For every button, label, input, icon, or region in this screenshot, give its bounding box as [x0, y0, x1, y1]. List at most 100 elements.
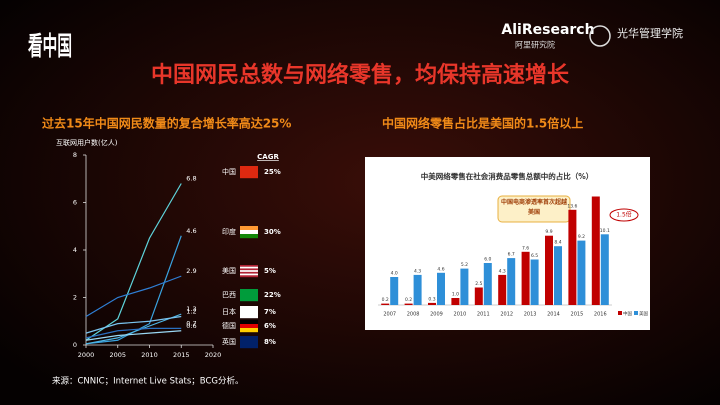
y-axis-label: 互联网用户数(亿人) [56, 138, 118, 147]
x-tick-label: 2005 [109, 351, 126, 359]
bar [404, 303, 413, 305]
x-tick-label: 2015 [173, 351, 190, 359]
value-label: 8.4 [554, 240, 561, 246]
cagr-value: 8% [264, 338, 276, 346]
country-name: 日本 [222, 307, 236, 316]
flag [240, 275, 258, 278]
flag [240, 324, 258, 329]
right-heading: 中国网络零售占比是美国的1.5倍以上 [382, 116, 583, 131]
flag [240, 306, 258, 319]
end-label: 0.7 [186, 319, 196, 327]
bar [600, 234, 609, 305]
series-line [85, 315, 182, 334]
legend-label: 美国 [639, 310, 648, 317]
bar [437, 272, 445, 305]
flag [240, 226, 258, 231]
legend-swatch [634, 311, 638, 315]
flag [240, 270, 258, 273]
flag [240, 234, 258, 239]
bar [577, 240, 586, 305]
x-tick-label: 2000 [78, 351, 95, 359]
callout: 1.5倍 [616, 211, 632, 219]
end-label: 2.9 [186, 267, 196, 275]
y-tick-label: 4 [73, 246, 77, 254]
bar [591, 196, 600, 305]
bar [428, 302, 436, 305]
country-name: 英国 [222, 337, 236, 346]
end-label: 0.6 [186, 322, 196, 330]
annotation-box [497, 195, 571, 223]
country-name: 美国 [222, 266, 236, 275]
value-label: 0.2 [405, 297, 412, 303]
partner-logo: AliResearch [501, 22, 594, 38]
x-tick-label: 2009 [430, 312, 443, 318]
cagr-value: 25% [264, 168, 281, 176]
flag [240, 273, 258, 276]
x-tick-label: 2011 [477, 312, 490, 318]
value-label: 6.0 [484, 257, 491, 263]
value-label: 6.7 [508, 252, 515, 258]
flag [240, 328, 258, 333]
flag [240, 320, 258, 325]
cagr-value: 7% [264, 308, 276, 316]
series-line [85, 183, 182, 341]
bar [498, 274, 507, 305]
value-label: 2.5 [475, 281, 482, 287]
value-label: 0.3 [428, 296, 435, 302]
bar [381, 303, 390, 305]
y-tick-label: 8 [73, 151, 77, 159]
x-tick-label: 2010 [141, 351, 158, 359]
cagr-value: 5% [264, 267, 276, 275]
x-tick-label: 2014 [547, 312, 560, 318]
flag [240, 230, 258, 235]
value-label: 4.0 [391, 271, 398, 277]
x-tick-label: 2008 [407, 312, 420, 318]
school-logo: 光华管理学院 [617, 26, 683, 40]
bar [390, 277, 399, 305]
value-label: 1.0 [452, 292, 459, 298]
cagr-value: 6% [264, 322, 276, 330]
value-label: 9.9 [545, 229, 552, 235]
bar [413, 274, 422, 305]
partner-cn: 阿里研究院 [515, 40, 555, 50]
bar [530, 259, 539, 305]
bar [568, 209, 577, 305]
end-label: 6.8 [186, 175, 196, 183]
x-tick-label: 2012 [500, 312, 513, 318]
logo: 看中国 [28, 32, 72, 62]
y-tick-label: 6 [73, 199, 77, 207]
value-label: 7.6 [522, 245, 529, 251]
flag [240, 336, 258, 349]
bar-title: 中美网络零售在社会消费品零售总额中的占比（%） [421, 171, 594, 181]
cagr-value: 22% [264, 291, 281, 299]
slide-title: 中国网民总数与网络零售，均保持高速增长 [151, 62, 570, 88]
bar [460, 268, 469, 305]
value-label: 4.3 [499, 268, 506, 274]
flag [240, 271, 258, 274]
flag [240, 289, 258, 302]
bar [483, 263, 492, 305]
flag [240, 268, 258, 271]
country-name: 德国 [222, 321, 236, 330]
bar [451, 298, 460, 305]
left-heading: 过去15年中国网民数量的复合增长率高达25% [42, 116, 291, 131]
series-line [85, 313, 182, 345]
country-name: 巴西 [222, 291, 236, 299]
value-label: 6.5 [531, 253, 538, 259]
x-tick-label: 2010 [454, 312, 467, 318]
annotation: 中国电商渗透率首次超越美国 [500, 199, 567, 216]
value-label: 5.2 [461, 262, 468, 268]
value-label: 0.2 [382, 297, 389, 303]
series-line [85, 327, 182, 339]
bar [521, 251, 530, 305]
flag [240, 265, 258, 267]
bar [507, 258, 516, 305]
value-label: 4.6 [437, 266, 444, 272]
series-line [85, 330, 182, 341]
bar [554, 246, 562, 305]
end-label: 1.2 [186, 308, 196, 316]
y-tick-label: 0 [73, 341, 77, 349]
x-tick-label: 2020 [205, 351, 222, 359]
